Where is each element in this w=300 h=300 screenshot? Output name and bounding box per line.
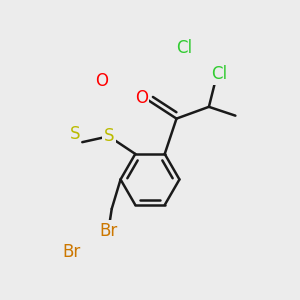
Text: Cl: Cl bbox=[176, 39, 192, 57]
Text: S: S bbox=[70, 125, 80, 143]
Text: O: O bbox=[135, 89, 148, 107]
Text: S: S bbox=[103, 127, 114, 145]
Text: O: O bbox=[95, 72, 108, 90]
Text: Cl: Cl bbox=[211, 65, 227, 83]
Text: Br: Br bbox=[100, 222, 118, 240]
Text: Br: Br bbox=[63, 243, 81, 261]
